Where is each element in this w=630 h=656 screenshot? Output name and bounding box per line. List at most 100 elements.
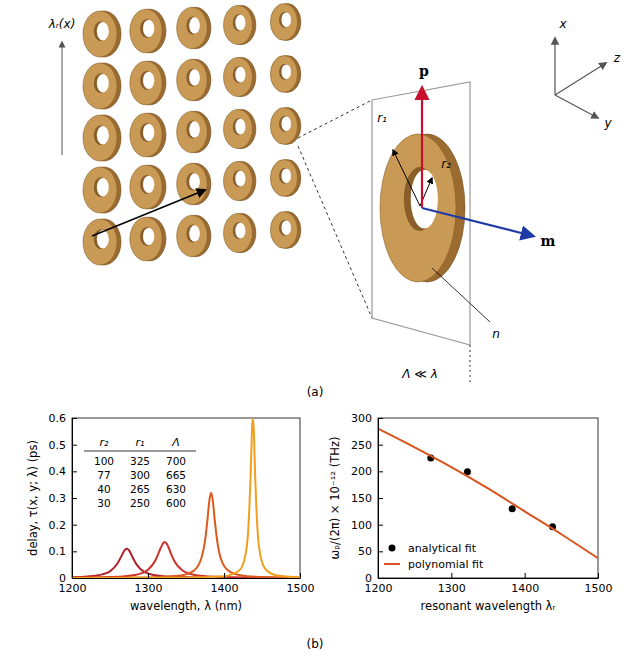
ring-hole-wall — [279, 12, 290, 28]
array-ring — [130, 217, 166, 261]
x-tick-mark — [525, 573, 526, 578]
r1-label: r₁ — [377, 111, 387, 125]
ring-hole-wall — [233, 222, 245, 239]
y-axis: 00.10.20.30.40.50.6 — [49, 412, 78, 585]
data-point — [509, 505, 516, 512]
table-cell: 265 — [130, 483, 150, 495]
ring-hole — [97, 178, 109, 196]
array-ring — [130, 113, 166, 157]
ring-hole — [97, 126, 109, 144]
ring-hole-wall — [186, 173, 199, 191]
array-ring — [83, 63, 121, 109]
table-cell: 600 — [166, 497, 186, 509]
y-tick-mark — [378, 551, 383, 552]
x-tick-label: 1300 — [135, 582, 163, 595]
array-ring — [177, 163, 211, 204]
table-cell: 100 — [94, 455, 114, 467]
axis-z-arrow — [555, 63, 606, 95]
ring-hole — [411, 170, 438, 229]
array-ring — [130, 9, 166, 53]
axis-y-label: y — [603, 116, 612, 130]
array-ring — [270, 212, 300, 249]
diagram-panel: λᵣ(x)r₁r₂npmΛ ≪ λxzy — [48, 4, 621, 382]
table-cell: 630 — [166, 483, 186, 495]
x-tick-label: 1500 — [585, 582, 613, 595]
ring-face — [130, 165, 162, 209]
ring-hole-wall — [279, 220, 290, 236]
period-label: Λ ≪ λ — [401, 367, 438, 381]
array-ring — [224, 109, 256, 148]
ring-face — [83, 219, 117, 265]
table-cell: 325 — [130, 455, 150, 467]
ring-hole — [189, 69, 200, 86]
y-tick: 250 — [351, 439, 383, 452]
ring-face — [270, 56, 297, 93]
panel-label: (b) — [307, 637, 324, 651]
y-tick-label: 0.5 — [49, 439, 67, 452]
x-axis: 1200130014001500 — [365, 573, 613, 595]
y-tick-mark — [378, 498, 383, 499]
ring-face — [380, 134, 456, 282]
y-axis-title: delay, τ(x, y; λ) (ps) — [26, 440, 40, 556]
y-tick-label: 0.2 — [49, 519, 67, 532]
legend-swatch — [389, 545, 396, 552]
y-tick-mark — [72, 471, 77, 472]
ring-hole — [189, 173, 200, 190]
x-tick: 1500 — [585, 573, 613, 595]
table-rule — [84, 451, 196, 452]
x-tick-mark — [148, 573, 149, 578]
m-label: m — [541, 233, 556, 249]
x-axis: 1200130014001500 — [59, 573, 315, 595]
array-ring — [83, 11, 121, 57]
table-cell: 77 — [97, 469, 110, 481]
y-tick: 100 — [351, 519, 383, 532]
ring-face — [224, 109, 253, 148]
legend-swatch — [384, 563, 400, 565]
array-ring — [177, 59, 211, 100]
ring-hole — [97, 74, 109, 92]
array-ring — [224, 213, 256, 252]
ring-hole — [143, 124, 154, 141]
y-tick-mark — [378, 418, 383, 419]
array-ring — [270, 56, 300, 93]
ring-hole — [235, 171, 245, 187]
table-header: r₂ — [100, 436, 110, 449]
series-line — [72, 542, 300, 578]
ring-hole — [281, 220, 291, 235]
y-tick: 300 — [351, 412, 383, 425]
ring-face — [224, 213, 253, 252]
p-label: p — [419, 63, 429, 79]
x-tick: 1300 — [438, 573, 466, 595]
ring-hole-wall — [94, 177, 108, 197]
y-tick-label: 0.4 — [49, 465, 67, 478]
x-tick: 1400 — [511, 573, 539, 595]
x-tick: 1300 — [135, 573, 163, 595]
ring-hole — [281, 64, 291, 79]
ring-hole-wall — [279, 116, 290, 132]
y-tick-label: 0.6 — [49, 412, 67, 425]
y-tick: 0.1 — [49, 545, 78, 558]
y-tick: 150 — [351, 492, 383, 505]
ring-hole-wall — [94, 21, 108, 41]
array-ring — [270, 160, 300, 197]
y-tick-mark — [72, 498, 77, 499]
x-tick-label: 1300 — [438, 582, 466, 595]
y-tick: 50 — [358, 545, 383, 558]
array-ring — [177, 215, 211, 256]
x-axis-title: wavelength, λ (nm) — [130, 599, 242, 613]
ring-hole — [97, 22, 109, 40]
ring-face — [270, 212, 297, 249]
ring-face — [270, 160, 297, 197]
gradient-label: λᵣ(x) — [48, 17, 76, 31]
y-tick-mark — [72, 445, 77, 446]
y-tick: 200 — [351, 465, 383, 478]
x-tick-label: 1400 — [511, 582, 539, 595]
axis-y-arrow — [555, 95, 598, 118]
plot-frame — [72, 418, 300, 578]
array-ring — [270, 108, 300, 145]
panel-label: (a) — [307, 385, 324, 399]
r1-arrow — [393, 150, 420, 206]
ring-hole-wall — [94, 73, 108, 93]
y-tick: 0.6 — [49, 412, 78, 425]
x-tick-mark — [300, 573, 301, 578]
